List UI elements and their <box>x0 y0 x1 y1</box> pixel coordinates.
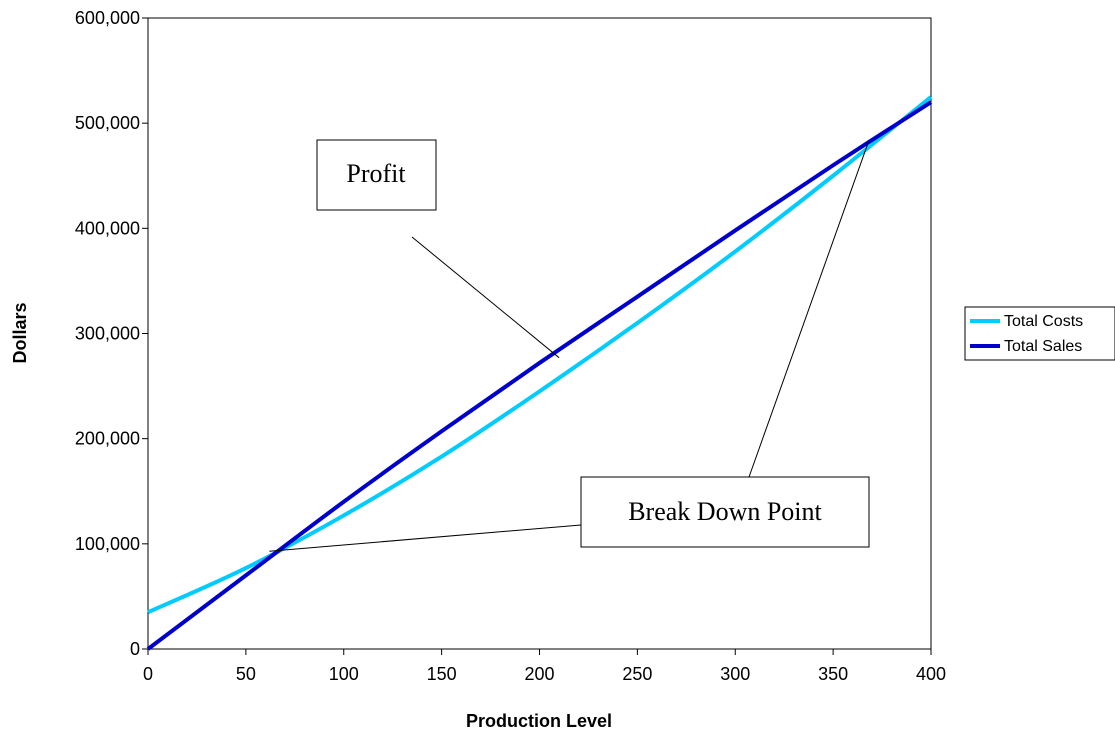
x-tick-label: 0 <box>143 664 153 684</box>
series-total-sales-line <box>146 100 933 651</box>
break-down-point-box <box>580 476 870 548</box>
profit-annotation-text: Profit <box>346 159 406 188</box>
x-tick-label: 250 <box>622 664 652 684</box>
x-tick-label: 350 <box>818 664 848 684</box>
legend-label-total-sales: Total Sales <box>1004 338 1082 355</box>
y-tick-label: 200,000 <box>75 429 140 449</box>
y-tick-label: 100,000 <box>75 534 140 554</box>
y-tick-label: 300,000 <box>75 324 140 344</box>
break-down-point-annotation: Break Down Point <box>269 141 870 552</box>
y-axis-title: Dollars <box>10 302 30 363</box>
legend: Total Costs Total Sales <box>964 306 1115 361</box>
profit-annotation-box <box>316 139 437 211</box>
legend-label-total-costs: Total Costs <box>1004 313 1083 330</box>
x-axis-title: Production Level <box>466 711 612 731</box>
plot-area <box>147 17 932 650</box>
x-tick-label: 50 <box>236 664 256 684</box>
x-axis-ticks: 0 50 100 150 200 250 300 350 400 <box>143 649 946 684</box>
x-tick-label: 400 <box>916 664 946 684</box>
x-tick-label: 100 <box>329 664 359 684</box>
y-tick-label: 400,000 <box>75 218 140 238</box>
y-tick-label: 500,000 <box>75 113 140 133</box>
break-down-point-text: Break Down Point <box>628 497 822 526</box>
legend-box <box>964 306 1115 361</box>
y-tick-label: 600,000 <box>75 8 140 28</box>
x-tick-label: 300 <box>720 664 750 684</box>
x-tick-label: 200 <box>524 664 554 684</box>
break-down-point-leader-left <box>269 524 582 552</box>
x-tick-label: 150 <box>427 664 457 684</box>
break-down-point-leader-right <box>748 141 869 478</box>
profit-leader-line <box>411 236 560 359</box>
y-axis-ticks: 0 100,000 200,000 300,000 400,000 500,000 600,… <box>75 8 148 659</box>
y-tick-label: 0 <box>130 639 140 659</box>
profit-annotation: Profit <box>316 139 560 359</box>
